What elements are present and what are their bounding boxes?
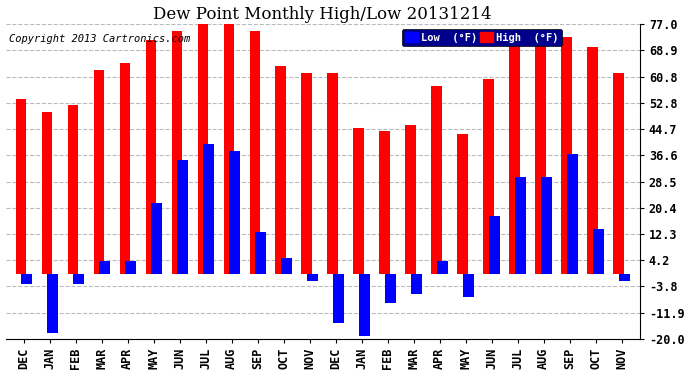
- Bar: [437, 261, 448, 274]
- Bar: [380, 131, 391, 274]
- Bar: [431, 86, 442, 274]
- Bar: [197, 24, 208, 274]
- Bar: [224, 24, 235, 274]
- Bar: [41, 112, 52, 274]
- Bar: [73, 274, 84, 284]
- Bar: [619, 274, 630, 280]
- Bar: [535, 37, 546, 274]
- Title: Dew Point Monthly High/Low 20131214: Dew Point Monthly High/Low 20131214: [153, 6, 492, 22]
- Bar: [515, 177, 526, 274]
- Bar: [541, 177, 552, 274]
- Bar: [99, 261, 110, 274]
- Bar: [16, 99, 26, 274]
- Bar: [47, 274, 58, 333]
- Bar: [307, 274, 318, 280]
- Bar: [567, 154, 578, 274]
- Bar: [613, 73, 624, 274]
- Bar: [94, 70, 104, 274]
- Bar: [333, 274, 344, 323]
- Bar: [562, 37, 572, 274]
- Bar: [172, 31, 182, 274]
- Bar: [509, 44, 520, 274]
- Bar: [68, 105, 79, 274]
- Bar: [593, 229, 604, 274]
- Bar: [385, 274, 396, 303]
- Bar: [359, 274, 370, 336]
- Bar: [463, 274, 474, 297]
- Bar: [328, 73, 338, 274]
- Bar: [125, 261, 136, 274]
- Bar: [411, 274, 422, 294]
- Bar: [119, 63, 130, 274]
- Bar: [281, 258, 292, 274]
- Bar: [177, 160, 188, 274]
- Bar: [203, 144, 214, 274]
- Bar: [255, 232, 266, 274]
- Bar: [302, 73, 313, 274]
- Legend: Low  (°F), High  (°F): Low (°F), High (°F): [402, 29, 562, 46]
- Bar: [146, 40, 157, 274]
- Bar: [275, 66, 286, 274]
- Bar: [587, 47, 598, 274]
- Bar: [457, 135, 469, 274]
- Bar: [151, 202, 162, 274]
- Bar: [484, 79, 494, 274]
- Bar: [250, 31, 260, 274]
- Bar: [489, 216, 500, 274]
- Bar: [353, 128, 364, 274]
- Text: Copyright 2013 Cartronics.com: Copyright 2013 Cartronics.com: [9, 33, 190, 44]
- Bar: [406, 125, 416, 274]
- Bar: [21, 274, 32, 284]
- Bar: [229, 151, 240, 274]
